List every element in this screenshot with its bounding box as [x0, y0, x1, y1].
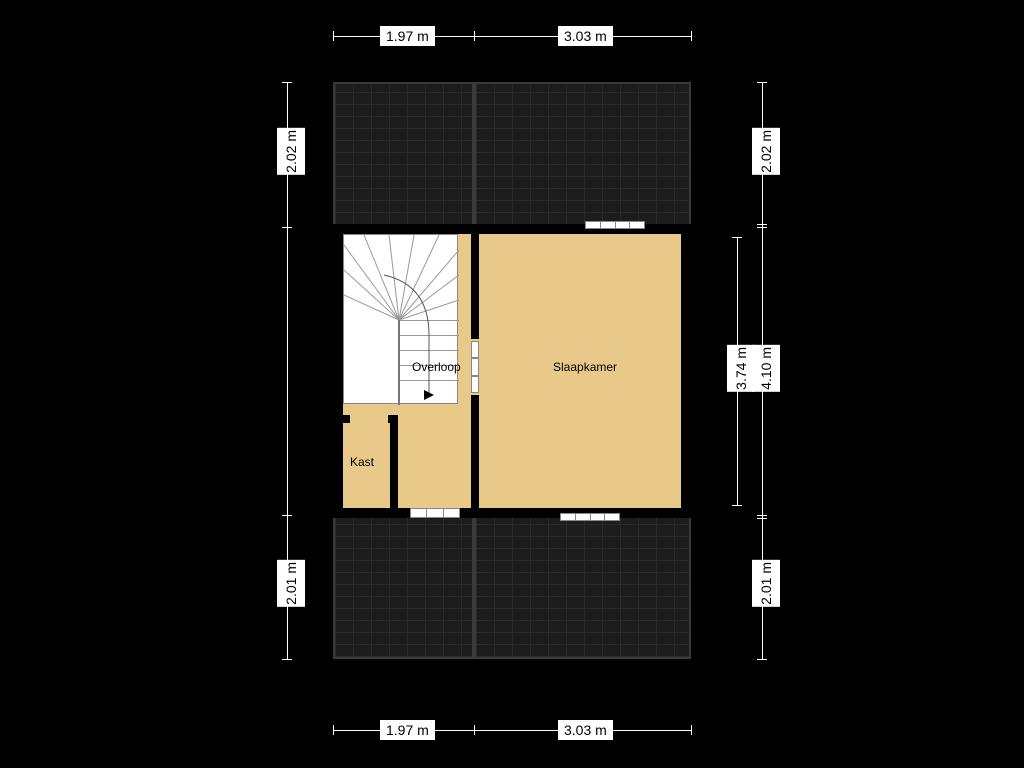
dim-bottom-left: 1.97 m [380, 720, 435, 740]
tick [732, 237, 742, 238]
floorplan-canvas: 1.97 m 3.03 m 1.97 m 3.03 m 2.02 m 2.01 … [0, 0, 1024, 768]
wall-outer-left [333, 224, 343, 518]
label-overloop: Overloop [412, 360, 461, 374]
wall-partition-lower [471, 395, 479, 518]
label-kast: Kast [350, 455, 374, 469]
tick [282, 659, 292, 660]
dim-top-right: 3.03 m [558, 26, 613, 46]
tick [282, 515, 292, 516]
wall-partition-upper [471, 224, 479, 339]
dim-right-upper: 2.02 m [752, 128, 780, 175]
stairs [343, 234, 458, 404]
tick [757, 518, 767, 519]
wall-kast-right [390, 415, 398, 508]
tick [732, 505, 742, 506]
tick [333, 31, 334, 41]
roof-top-left [333, 82, 474, 227]
dim-right-outer: 4.10 m [752, 345, 780, 392]
tick [757, 227, 767, 228]
tick [282, 227, 292, 228]
dim-bottom-right: 3.03 m [558, 720, 613, 740]
window-slaapkamer-top [585, 221, 645, 229]
tick [282, 82, 292, 83]
tick [474, 31, 475, 41]
roof-top-right [474, 82, 691, 227]
tick [691, 725, 692, 735]
tick [757, 659, 767, 660]
tick [333, 725, 334, 735]
stair-direction-arrow [424, 390, 434, 400]
tick [757, 224, 767, 225]
dim-left-upper: 2.02 m [277, 128, 305, 175]
wall-outer-bottom [333, 508, 691, 518]
roof-bottom-left [333, 515, 474, 659]
wall-outer-right [681, 224, 691, 518]
label-slaapkamer: Slaapkamer [553, 360, 617, 374]
tick [691, 31, 692, 41]
dim-left-lower: 2.01 m [277, 560, 305, 607]
stair-winders-svg [344, 235, 459, 405]
roof-bottom-right [474, 515, 691, 659]
door-overloop-bottom [410, 508, 460, 518]
tick [757, 82, 767, 83]
window-slaapkamer-bottom [560, 513, 620, 521]
dim-right-inner: 3.74 m [727, 345, 755, 392]
dim-top-left: 1.97 m [380, 26, 435, 46]
tick [757, 515, 767, 516]
kast-door-gap [350, 415, 388, 423]
door-overloop-slaapkamer [471, 341, 479, 393]
dim-right-lower: 2.01 m [752, 560, 780, 607]
tick [474, 725, 475, 735]
